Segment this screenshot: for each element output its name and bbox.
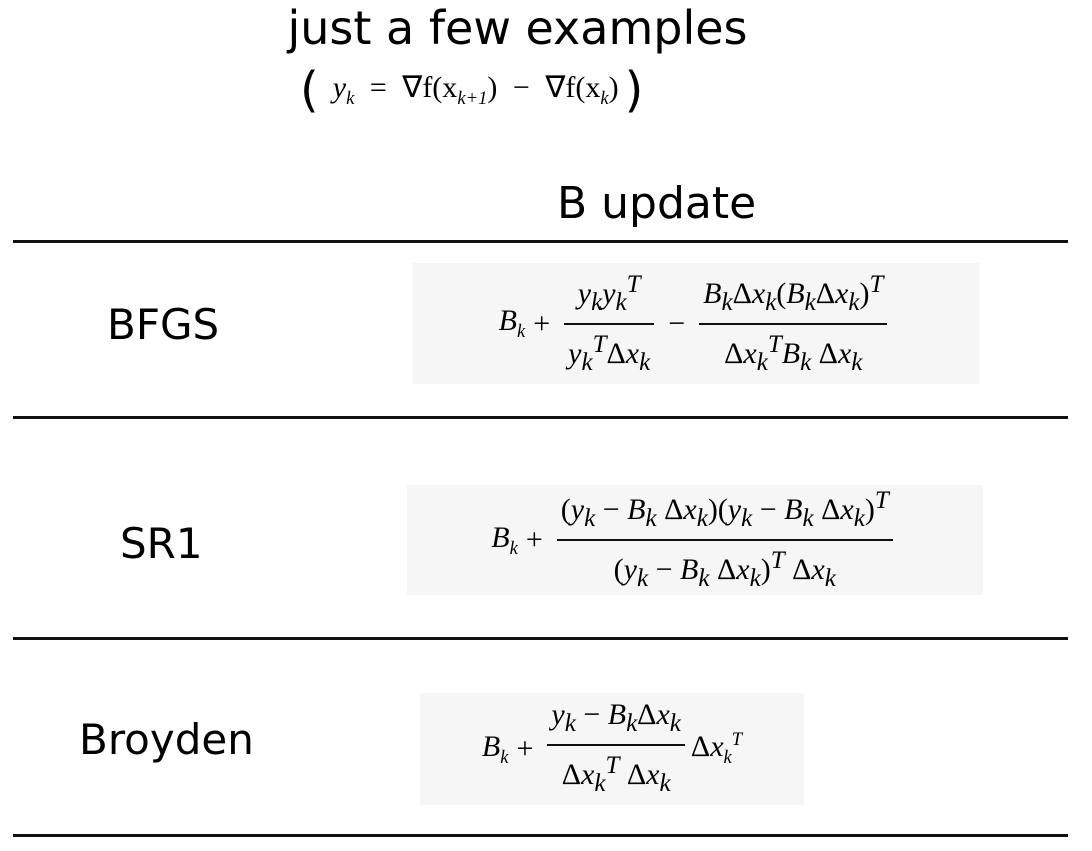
grad-term-1: ∇f(x xyxy=(402,71,457,104)
close-paren-small: ) xyxy=(487,71,497,104)
minus-sign: − xyxy=(513,71,530,104)
slide-title: just a few examples xyxy=(0,0,1035,56)
gradient-difference-definition: ( yk = ∇f(xk+1) − ∇f(xk) ) xyxy=(300,60,643,120)
subscript: k xyxy=(517,321,525,342)
formula-bfgs: Bk + ykykT ykTΔxk − BkΔxk(BkΔxk)T ΔxkTBk… xyxy=(413,263,979,384)
sr1-fraction: (yk − Bk Δxk)(yk − Bk Δxk)T (yk − Bk Δxk… xyxy=(557,481,893,599)
plus-sign: + xyxy=(526,523,543,557)
bfgs-lead: Bk xyxy=(499,304,526,343)
sr1-lead: Bk xyxy=(491,521,518,560)
fraction-numerator: yk − BkΔxk xyxy=(547,695,685,744)
plus-sign: + xyxy=(533,307,550,341)
fraction-denominator: ykTΔxk xyxy=(564,325,654,383)
bfgs-fraction-1: ykykT ykTΔxk xyxy=(564,265,654,383)
table-rule xyxy=(13,416,1068,419)
b-symbol: B xyxy=(499,304,517,337)
b-symbol: B xyxy=(482,730,500,763)
close-paren: ) xyxy=(625,66,644,114)
subscript: k xyxy=(500,747,508,768)
row-label-sr1: SR1 xyxy=(120,519,203,569)
row-label-broyden: Broyden xyxy=(79,715,254,765)
grad-term-2: ∇f(x xyxy=(545,71,600,104)
broyden-lead: Bk xyxy=(482,730,509,769)
equals-sign: = xyxy=(370,71,387,104)
table-rule-bottom xyxy=(13,834,1068,837)
plus-sign: + xyxy=(516,732,533,766)
fraction-denominator: (yk − Bk Δxk)T Δxk xyxy=(610,541,840,599)
subscript: k+1 xyxy=(457,88,487,109)
fraction-denominator: ΔxkTBk Δxk xyxy=(720,325,866,383)
b-symbol: B xyxy=(491,521,509,554)
fraction-denominator: ΔxkT Δxk xyxy=(558,746,675,804)
formula-broyden: Bk + yk − BkΔxk ΔxkT Δxk ΔxkT xyxy=(420,693,804,805)
broyden-tail: ΔxkT xyxy=(691,729,742,769)
close-paren-small: ) xyxy=(609,71,619,104)
subscript: k xyxy=(510,538,518,559)
y-symbol: y xyxy=(333,71,346,104)
subscript: k xyxy=(600,88,608,109)
row-label-bfgs: BFGS xyxy=(107,300,219,350)
fraction-numerator: BkΔxk(BkΔxk)T xyxy=(699,265,887,323)
broyden-fraction: yk − BkΔxk ΔxkT Δxk xyxy=(547,695,685,804)
table-rule xyxy=(13,637,1068,640)
subtitle-formula: yk = ∇f(xk+1) − ∇f(xk) xyxy=(333,70,619,110)
open-paren: ( xyxy=(300,66,319,114)
column-header-b-update: B update xyxy=(557,178,756,230)
subscript: k xyxy=(346,88,354,109)
fraction-numerator: (yk − Bk Δxk)(yk − Bk Δxk)T xyxy=(557,481,893,539)
fraction-numerator: ykykT xyxy=(574,265,645,323)
minus-sign: − xyxy=(668,307,685,341)
bfgs-fraction-2: BkΔxk(BkΔxk)T ΔxkTBk Δxk xyxy=(699,265,887,383)
formula-sr1: Bk + (yk − Bk Δxk)(yk − Bk Δxk)T (yk − B… xyxy=(407,485,983,595)
table-rule-top xyxy=(13,240,1068,243)
